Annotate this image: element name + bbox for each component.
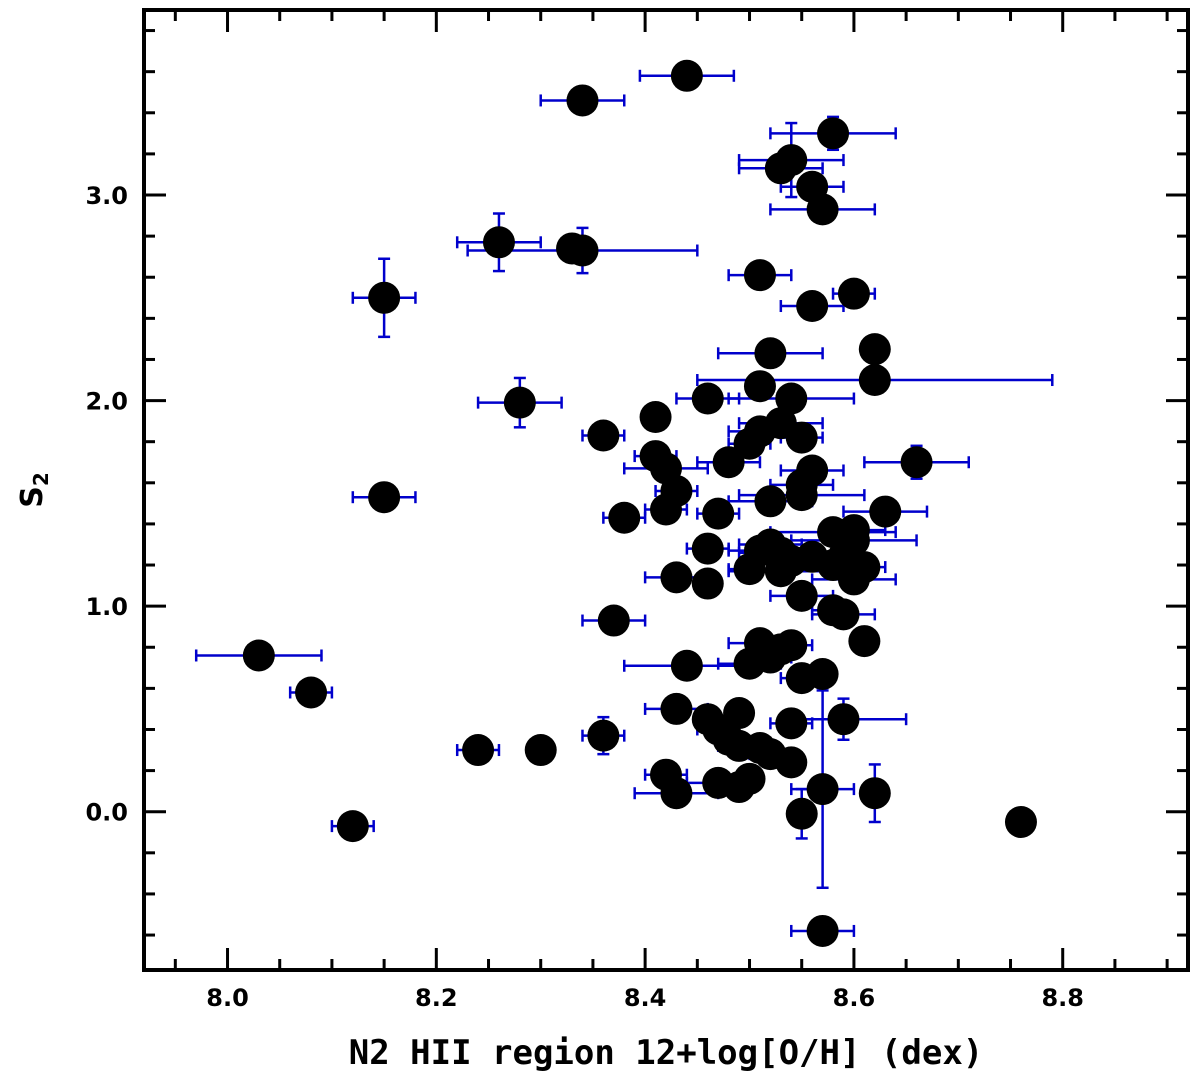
plot-frame (142, 8, 1190, 972)
y-tick-label: 1.0 (85, 593, 128, 621)
data-point (242, 639, 275, 672)
y-axis-label-main: S (15, 486, 50, 508)
data-point (670, 59, 703, 92)
data-point (587, 419, 620, 452)
data-point (660, 561, 693, 594)
data-point (869, 495, 902, 528)
data-point (660, 777, 693, 810)
data-point (295, 676, 328, 709)
data-point (733, 553, 766, 586)
data-point (368, 281, 401, 314)
data-point (639, 401, 672, 434)
data-point (336, 810, 369, 843)
data-point (806, 914, 839, 947)
data-point (858, 364, 891, 397)
data-point (524, 734, 557, 767)
data-point (566, 84, 599, 117)
data-point (482, 226, 515, 259)
data-point (587, 719, 620, 752)
data-point (503, 386, 536, 419)
data-point (858, 777, 891, 810)
data-point (775, 707, 808, 740)
data-point (597, 604, 630, 637)
data-point (723, 771, 756, 804)
data-point (837, 563, 870, 596)
data-point (743, 370, 776, 403)
data-point (1004, 805, 1037, 838)
data-points (242, 59, 1037, 947)
data-point (858, 333, 891, 366)
data-point (754, 485, 787, 518)
x-tick-label: 8.4 (624, 984, 667, 1012)
x-tick-label: 8.6 (833, 984, 876, 1012)
data-point (796, 290, 829, 323)
y-tick-label: 3.0 (85, 182, 128, 210)
data-point (785, 579, 818, 612)
data-point (368, 481, 401, 514)
data-point (733, 647, 766, 680)
data-point (900, 446, 933, 479)
data-point (691, 382, 724, 415)
data-point (837, 277, 870, 310)
y-axis-label: S2 (15, 472, 53, 508)
y-tick-label: 0.0 (85, 799, 128, 827)
data-point (806, 773, 839, 806)
data-point (462, 734, 495, 767)
y-axis-label-subscript: 2 (29, 472, 53, 486)
x-tick-label: 8.0 (206, 984, 249, 1012)
data-point (827, 598, 860, 631)
data-point (806, 193, 839, 226)
axis-ticks (144, 10, 1188, 970)
data-point (691, 532, 724, 565)
data-point (743, 259, 776, 292)
y-tick-label: 2.0 (85, 388, 128, 416)
data-point (670, 649, 703, 682)
data-point (764, 555, 797, 588)
data-point (775, 746, 808, 779)
data-point (691, 567, 724, 600)
data-point (566, 234, 599, 267)
data-point (608, 501, 641, 534)
data-point (785, 797, 818, 830)
x-tick-label: 8.2 (415, 984, 458, 1012)
axis-tick-labels: 8.0 8.2 8.4 8.6 8.8 0.0 1.0 2.0 3.0 (85, 182, 1083, 1012)
data-point (712, 446, 745, 479)
x-tick-label: 8.8 (1041, 984, 1084, 1012)
data-point (754, 337, 787, 370)
data-point (785, 662, 818, 695)
data-point (817, 117, 850, 150)
data-point (702, 497, 735, 530)
data-point (785, 479, 818, 512)
data-point (827, 703, 860, 736)
data-point (733, 427, 766, 460)
data-point (785, 421, 818, 454)
x-axis-label: N2 HII region 12+log[O/H] (dex) (349, 1033, 984, 1073)
data-point (775, 382, 808, 415)
data-point (660, 692, 693, 725)
data-point (848, 625, 881, 658)
data-point (764, 152, 797, 185)
data-point (650, 493, 682, 526)
